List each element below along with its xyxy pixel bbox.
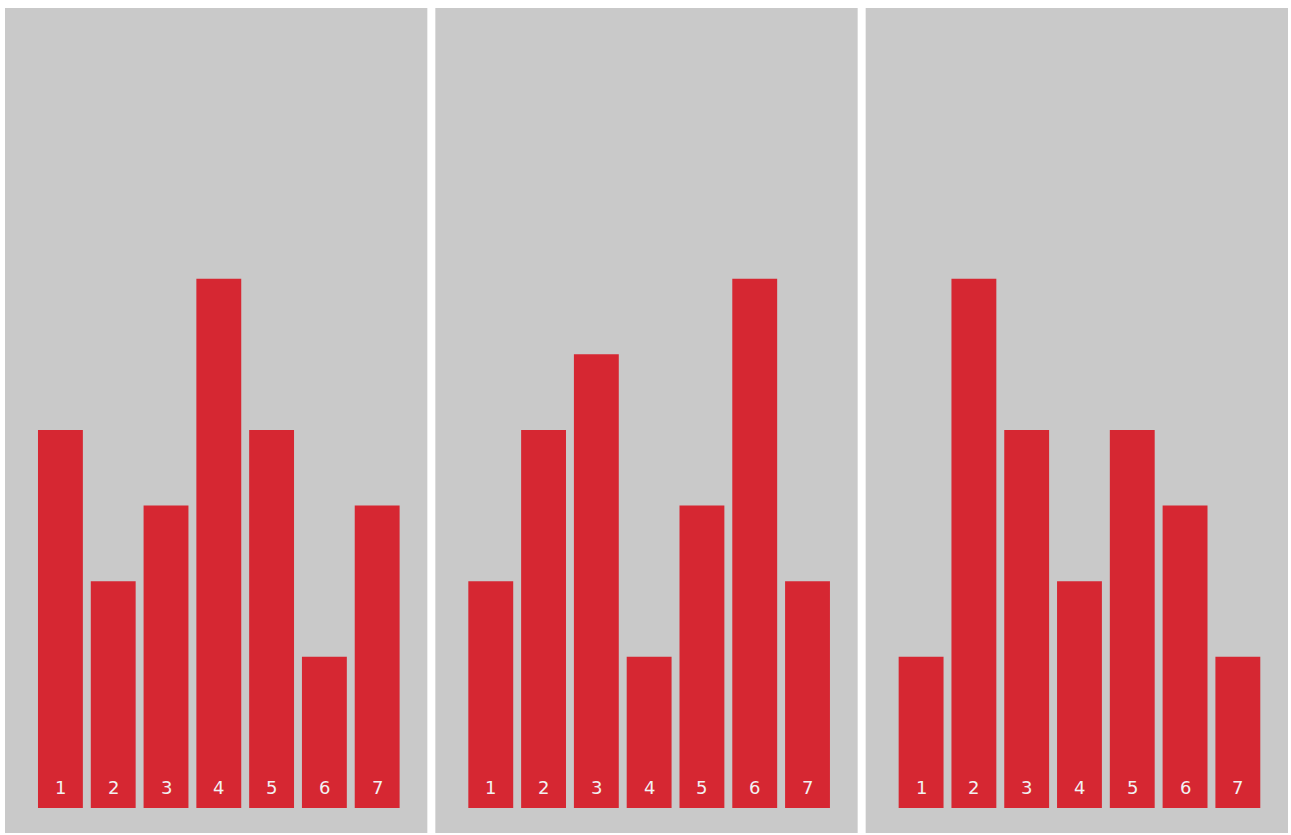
- svg-text:1: 1: [485, 777, 496, 798]
- svg-text:6: 6: [749, 777, 760, 798]
- svg-text:3: 3: [161, 777, 172, 798]
- svg-text:1: 1: [55, 777, 66, 798]
- svg-text:6: 6: [1180, 777, 1191, 798]
- svg-text:3: 3: [591, 777, 602, 798]
- svg-text:2: 2: [108, 777, 119, 798]
- svg-text:4: 4: [213, 777, 224, 798]
- svg-text:5: 5: [696, 777, 707, 798]
- svg-text:5: 5: [266, 777, 277, 798]
- svg-text:2: 2: [968, 777, 979, 798]
- svg-text:4: 4: [1074, 777, 1085, 798]
- svg-text:4: 4: [644, 777, 655, 798]
- svg-text:2: 2: [538, 777, 549, 798]
- svg-text:3: 3: [1021, 777, 1032, 798]
- svg-text:6: 6: [319, 777, 330, 798]
- svg-text:7: 7: [1232, 777, 1243, 798]
- svg-text:7: 7: [372, 777, 383, 798]
- svg-text:7: 7: [802, 777, 813, 798]
- svg-text:5: 5: [1127, 777, 1138, 798]
- svg-text:1: 1: [916, 777, 927, 798]
